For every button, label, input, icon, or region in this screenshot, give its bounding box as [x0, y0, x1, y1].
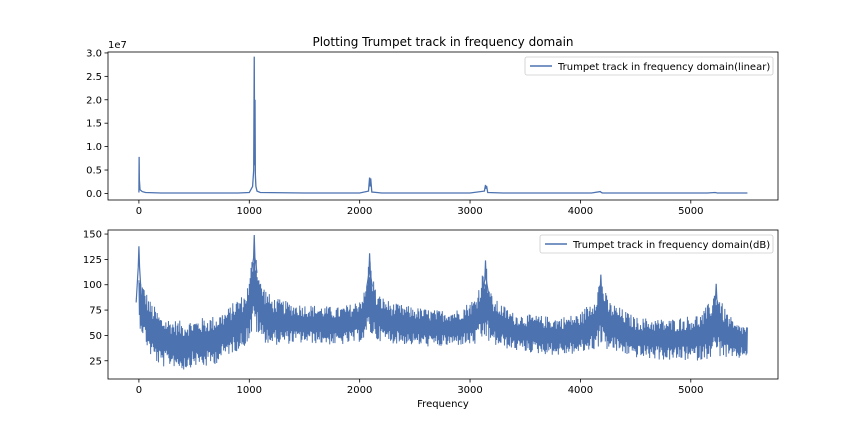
y-tick-label: 2.0	[86, 95, 102, 106]
x-tick-label: 0	[136, 385, 142, 396]
y-tick-label: 50	[89, 331, 102, 342]
db-spectrum-axes-frame	[107, 229, 779, 380]
x-tick-label: 3000	[457, 206, 482, 217]
y-tick-label: 1.0	[86, 142, 102, 153]
db-spectrum-panel: 0 1000 2000 3000 4000 5000 25 50 75 100 125 150 Fr…	[83, 229, 779, 410]
series-line-db	[138, 252, 748, 370]
x-tick-label: 1000	[237, 206, 262, 217]
linear-spectrum-plot-area	[138, 56, 748, 194]
legend-box	[524, 56, 774, 76]
linear-spectrum-axes-frame	[107, 51, 779, 201]
db-spectrum-y-ticks: 25 50 75 100 125 150	[83, 230, 108, 367]
x-tick-label: 4000	[568, 206, 593, 217]
y-tick-label: 1.5	[86, 119, 102, 130]
x-axis-label: Frequency	[417, 399, 469, 410]
series-line-linear	[138, 56, 748, 194]
harmonic-peak	[712, 283, 720, 310]
x-tick-label: 5000	[678, 206, 703, 217]
x-tick-label: 2000	[347, 385, 372, 396]
chart-title: Plotting Trumpet track in frequency doma…	[312, 35, 573, 49]
x-tick-label: 4000	[568, 385, 593, 396]
linear-spectrum-y-ticks: 0.0 0.5 1.0 1.5 2.0 2.5 3.0	[86, 48, 108, 200]
y-tick-label: 75	[89, 306, 102, 317]
db-spectrum-x-ticks: 0 1000 2000 3000 4000 5000	[136, 379, 704, 396]
y-tick-label: 2.5	[86, 72, 102, 83]
harmonic-peak	[250, 235, 258, 273]
harmonic-peak	[597, 274, 605, 303]
y-tick-label: 125	[83, 255, 102, 266]
x-tick-label: 2000	[347, 206, 372, 217]
db-spectrum-legend: Trumpet track in frequency domain(dB)	[539, 234, 774, 254]
y-offset-label: 1e7	[108, 40, 127, 51]
harmonic-peak	[482, 260, 489, 292]
harmonic-peak	[135, 246, 143, 303]
y-tick-label: 0.5	[86, 166, 102, 177]
linear-spectrum-panel: 0 1000 2000 3000 4000 5000 0.0 0.5 1.0 1.5 2.0 2.5…	[86, 40, 779, 217]
x-tick-label: 1000	[237, 385, 262, 396]
legend-label: Trumpet track in frequency domain(dB)	[572, 240, 770, 251]
y-tick-label: 150	[83, 230, 102, 241]
y-tick-label: 100	[83, 280, 102, 291]
linear-spectrum-x-ticks: 0 1000 2000 3000 4000 5000	[136, 200, 704, 217]
y-tick-label: 0.0	[86, 189, 102, 200]
db-spectrum-plot-area	[135, 235, 748, 370]
legend-box	[539, 234, 774, 254]
y-tick-label: 25	[89, 356, 102, 367]
x-tick-label: 0	[136, 206, 142, 217]
harmonic-peak	[366, 253, 373, 287]
y-tick-label: 3.0	[86, 48, 102, 59]
x-tick-label: 5000	[678, 385, 703, 396]
x-tick-label: 3000	[457, 385, 482, 396]
linear-spectrum-legend: Trumpet track in frequency domain(linear…	[524, 56, 774, 76]
legend-label: Trumpet track in frequency domain(linear…	[557, 62, 770, 73]
